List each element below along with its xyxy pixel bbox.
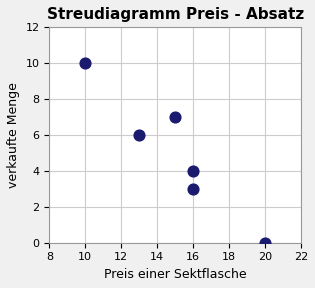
Point — [262, 240, 267, 245]
Point — [191, 187, 196, 191]
X-axis label: Preis einer Sektflasche: Preis einer Sektflasche — [104, 268, 246, 281]
Point — [137, 133, 142, 137]
Point — [191, 169, 196, 173]
Y-axis label: verkaufte Menge: verkaufte Menge — [7, 82, 20, 188]
Point — [173, 115, 178, 119]
Title: Streudiagramm Preis - Absatz: Streudiagramm Preis - Absatz — [47, 7, 304, 22]
Point — [83, 61, 88, 65]
